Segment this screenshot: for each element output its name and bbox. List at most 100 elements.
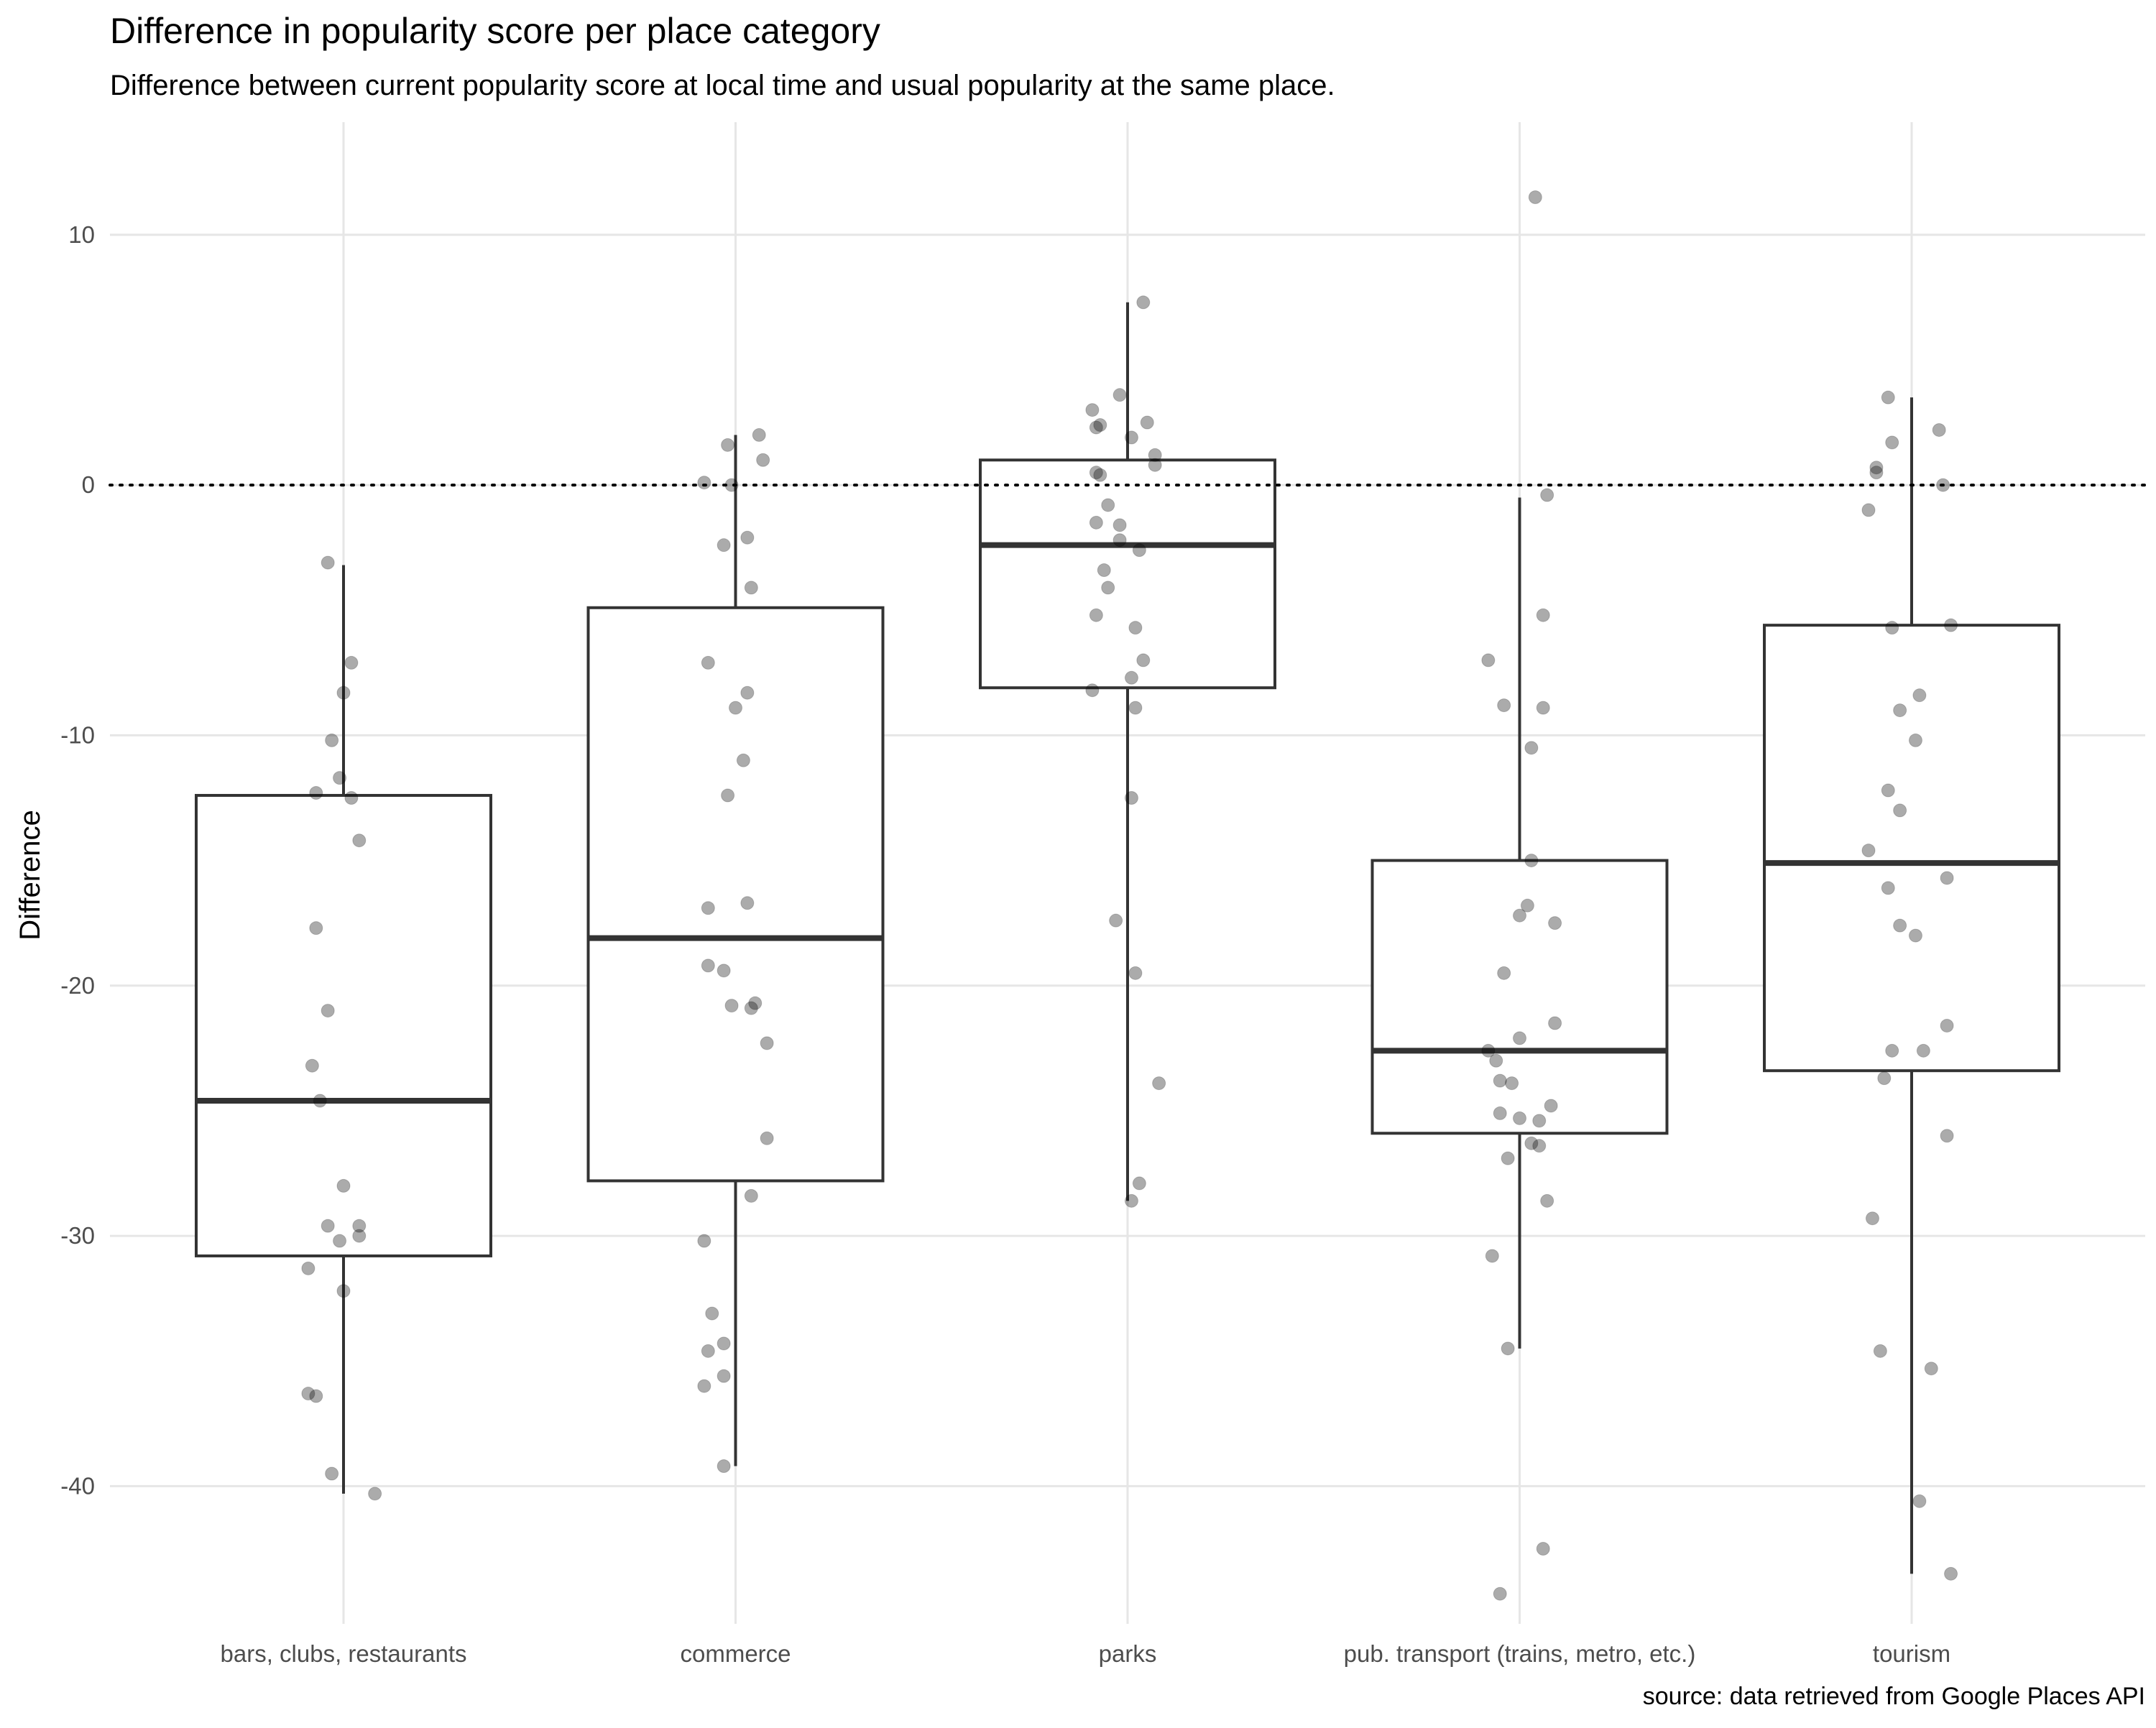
data-point [368, 1487, 382, 1501]
box [586, 606, 885, 1183]
data-point [1544, 1099, 1558, 1113]
data-point [1520, 898, 1534, 912]
data-point [352, 1219, 367, 1233]
data-point [1877, 1071, 1892, 1086]
data-point [1089, 466, 1103, 480]
data-point [697, 1234, 711, 1248]
data-point [1912, 1494, 1927, 1508]
data-point [701, 655, 715, 670]
data-point [1916, 1043, 1930, 1058]
data-point [1124, 430, 1138, 445]
axis-layer: 10 0 -10 -20 -30 -40 bars, clubs, restaurants c… [60, 221, 1950, 1667]
data-point [1136, 295, 1151, 310]
data-point [1493, 1073, 1507, 1088]
data-point [740, 896, 755, 910]
data-point [752, 428, 766, 442]
data-point [1501, 1341, 1515, 1356]
box [979, 458, 1276, 690]
data-point [1944, 618, 1958, 632]
x-tick-label: parks [1099, 1640, 1157, 1667]
data-point [1513, 1111, 1526, 1125]
data-point [717, 1459, 731, 1474]
data-point [1540, 1193, 1554, 1208]
box [1370, 859, 1669, 1135]
y-axis-title: Difference [14, 810, 46, 941]
data-point [1536, 1542, 1550, 1556]
data-point [724, 999, 739, 1013]
data-point [1881, 881, 1895, 895]
data-point [1085, 403, 1100, 417]
data-point [301, 1387, 315, 1401]
data-point [309, 786, 323, 800]
data-point [1873, 1344, 1887, 1358]
data-point [736, 753, 750, 767]
chart-title: Difference in popularity score per place… [110, 11, 880, 51]
data-point [321, 1219, 335, 1233]
data-point [1124, 670, 1138, 685]
data-point [1136, 653, 1151, 667]
data-point [1481, 653, 1496, 667]
data-point [740, 530, 755, 545]
data-point [1940, 1129, 1954, 1143]
data-point [729, 701, 742, 715]
data-point [697, 1379, 711, 1393]
data-point [748, 996, 763, 1010]
data-point [1148, 458, 1162, 472]
data-point [309, 921, 323, 935]
y-tick-label: -10 [60, 721, 95, 748]
data-point [1140, 415, 1154, 430]
x-tick-label: bars, clubs, restaurants [221, 1640, 467, 1667]
data-point [344, 655, 359, 670]
data-point [301, 1261, 315, 1275]
data-point [717, 1336, 731, 1351]
data-point [1128, 966, 1143, 980]
data-point [1893, 803, 1907, 818]
data-point [352, 1229, 367, 1243]
data-point [1940, 871, 1954, 885]
data-point [1124, 1193, 1138, 1208]
data-point [744, 1188, 758, 1203]
data-point [1861, 503, 1876, 517]
data-point [1089, 515, 1103, 530]
data-point [717, 964, 731, 978]
data-point [1489, 1053, 1503, 1068]
data-point [1869, 466, 1884, 480]
data-point [1893, 703, 1907, 718]
data-point [1865, 1211, 1879, 1226]
data-point [1912, 688, 1927, 703]
data-point [1497, 966, 1511, 980]
data-point [1493, 1586, 1507, 1601]
data-point [721, 788, 735, 803]
data-point [336, 685, 351, 700]
data-point [1132, 1176, 1146, 1191]
data-point [1128, 621, 1143, 635]
data-point [305, 1058, 319, 1073]
data-point [756, 453, 770, 467]
data-point [1893, 918, 1907, 933]
data-point [1513, 1031, 1526, 1045]
data-point [1097, 563, 1111, 578]
data-point [1089, 420, 1103, 435]
data-point [1940, 1018, 1954, 1032]
data-point [1513, 908, 1526, 923]
data-point [760, 1131, 774, 1145]
data-point [1924, 1362, 1938, 1376]
data-point [1089, 608, 1103, 622]
box [1763, 624, 2060, 1073]
data-point [1540, 488, 1554, 502]
data-point [1101, 581, 1115, 595]
data-point [336, 1178, 351, 1193]
data-point [1532, 1114, 1547, 1128]
point-layer [109, 190, 2147, 1601]
data-point [1524, 1136, 1539, 1150]
data-point [313, 1094, 327, 1108]
data-point [1124, 791, 1138, 805]
data-point [760, 1036, 774, 1050]
data-point [1132, 543, 1146, 558]
data-point [1932, 422, 1946, 437]
x-tick-label: tourism [1873, 1640, 1950, 1667]
data-point [1524, 741, 1539, 755]
data-point [1493, 1106, 1507, 1120]
data-point [701, 958, 715, 973]
